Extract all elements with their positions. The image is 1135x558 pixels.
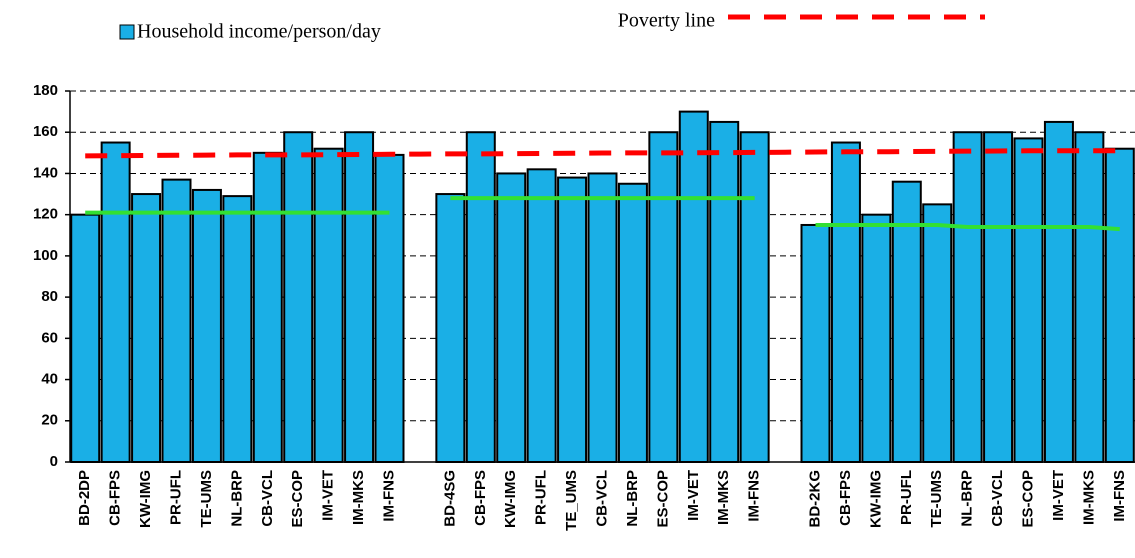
bar <box>131 193 162 464</box>
x-tick-label: KW-IMG <box>867 470 884 528</box>
bar <box>313 147 344 463</box>
bar <box>465 131 496 463</box>
x-tick-label: BD-2DP <box>76 470 93 526</box>
bar <box>526 168 557 463</box>
x-tick-label: CB-FPS <box>107 470 124 526</box>
bar <box>344 131 375 463</box>
x-tick-label: IM-VET <box>1050 470 1067 521</box>
x-tick-label: NL-BRP <box>959 470 976 527</box>
x-tick-label: KW-IMG <box>502 470 519 528</box>
y-tick-label: 20 <box>41 412 58 429</box>
bar <box>739 131 770 463</box>
x-tick-label: IM-MKS <box>715 470 732 525</box>
x-tick-label: ES-COP <box>654 470 671 528</box>
x-tick-label: CB-VCL <box>259 470 276 527</box>
x-tick-label: BD-2KG <box>806 470 823 528</box>
x-tick-label: PR-UFL <box>533 470 550 525</box>
bar <box>861 213 892 463</box>
y-tick-label: 120 <box>33 206 58 223</box>
x-tick-label: PR-UFL <box>167 470 184 525</box>
bar <box>70 213 101 463</box>
y-tick-label: 80 <box>41 288 58 305</box>
x-tick-label: ES-COP <box>289 470 306 528</box>
bar <box>435 193 466 464</box>
bar <box>678 110 709 463</box>
bar <box>161 178 192 463</box>
x-tick-label: KW-IMG <box>137 470 154 528</box>
poverty-line <box>85 148 1120 159</box>
bar <box>1043 120 1074 464</box>
bar <box>617 182 648 463</box>
x-tick-label: PR-UFL <box>898 470 915 525</box>
x-tick-label: CB-VCL <box>593 470 610 527</box>
y-tick-label: 0 <box>50 453 58 470</box>
bar <box>252 151 283 463</box>
bar <box>100 141 131 463</box>
x-tick-label: CB-FPS <box>837 470 854 526</box>
x-tick-label: IM-FNS <box>746 470 763 522</box>
bar <box>800 223 831 463</box>
x-tick-label: CB-VCL <box>989 470 1006 527</box>
bar <box>191 188 222 464</box>
x-tick-label: IM-MKS <box>1080 470 1097 525</box>
x-tick-label: CB-FPS <box>472 470 489 526</box>
x-tick-label: IM-MKS <box>350 470 367 525</box>
x-tick-label: ES-COP <box>1019 470 1036 528</box>
x-tick-label: TE-UMS <box>928 470 945 528</box>
legend-swatch <box>119 24 135 40</box>
x-tick-label: IM-VET <box>685 470 702 521</box>
x-tick-label: IM-VET <box>320 470 337 521</box>
x-tick-label: NL-BRP <box>624 470 641 527</box>
bar <box>983 131 1014 463</box>
bar <box>709 120 740 464</box>
bar <box>891 180 922 463</box>
bar <box>283 131 314 463</box>
legend-label: Poverty line <box>618 10 715 32</box>
reference-line <box>85 196 1120 232</box>
y-tick-label: 100 <box>33 247 58 264</box>
bar <box>557 176 588 463</box>
bar <box>648 131 679 463</box>
y-tick-label: 140 <box>33 164 58 181</box>
y-tick-label: 60 <box>41 329 58 346</box>
y-tick-label: 160 <box>33 123 58 140</box>
x-tick-label: NL-BRP <box>228 470 245 527</box>
bar <box>922 203 953 463</box>
bar <box>587 172 618 463</box>
bar <box>952 131 983 463</box>
x-tick-label: IM-FNS <box>1111 470 1128 522</box>
x-tick-label: IM-FNS <box>380 470 397 522</box>
y-tick-label: 40 <box>41 371 58 388</box>
x-tick-label: TE_UMS <box>563 470 580 531</box>
bar <box>1013 137 1044 463</box>
bar <box>496 172 527 463</box>
y-tick-label: 180 <box>33 82 58 99</box>
legend-label: Household income/person/day <box>137 21 381 43</box>
bar <box>1074 131 1105 463</box>
x-tick-label: TE-UMS <box>198 470 215 528</box>
x-tick-label: BD-4SG <box>441 470 458 527</box>
bar <box>374 153 405 463</box>
bar <box>1104 147 1135 463</box>
bar <box>222 195 253 463</box>
bar <box>830 141 861 463</box>
